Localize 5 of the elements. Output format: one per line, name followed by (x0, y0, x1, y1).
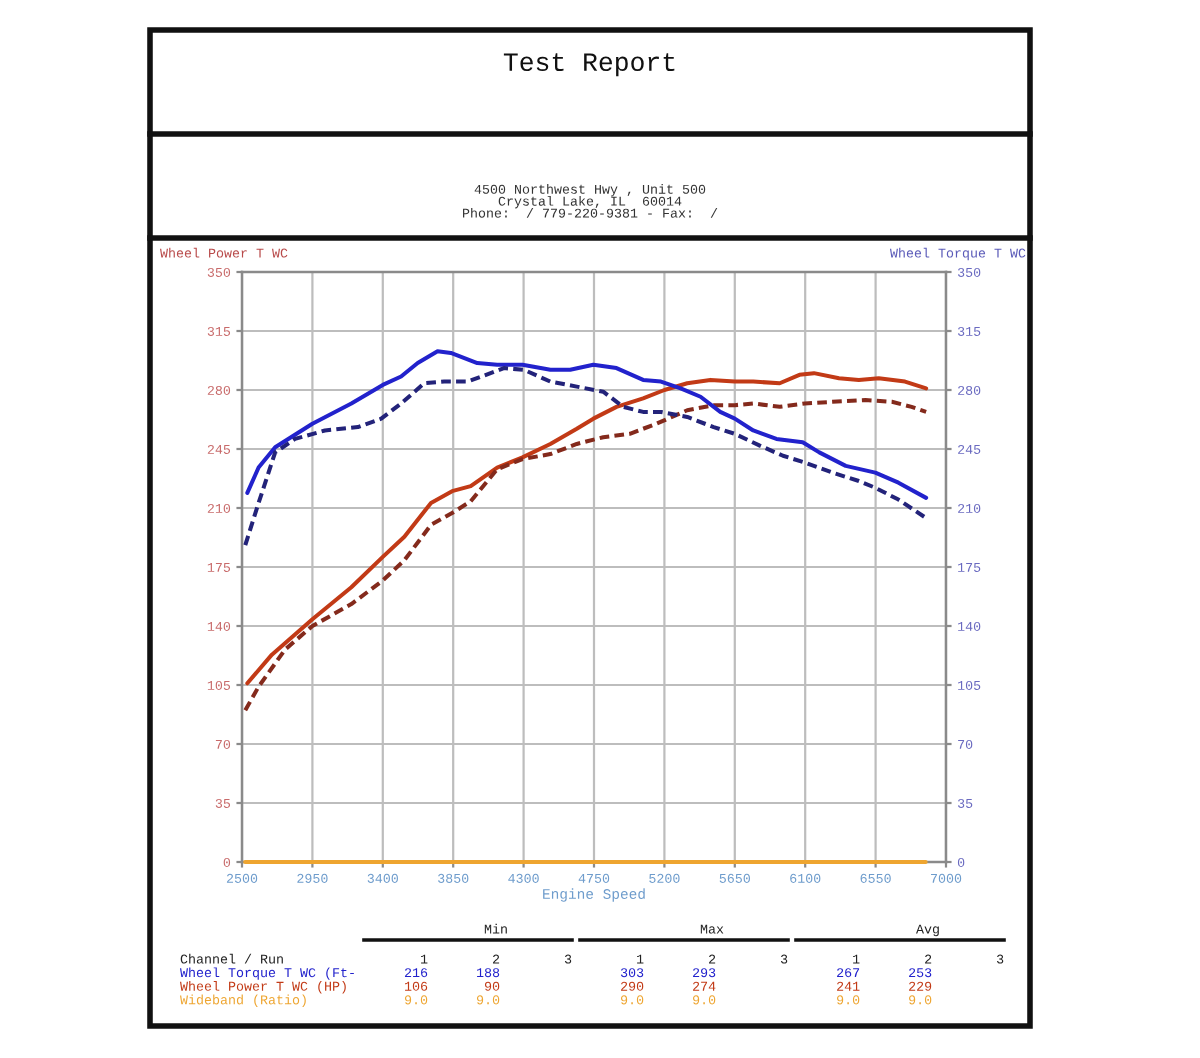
line-series (243, 398, 929, 713)
line-series (243, 366, 929, 548)
chart-title: Test Report (503, 53, 675, 77)
line-series (245, 371, 929, 686)
line-series (245, 349, 929, 500)
